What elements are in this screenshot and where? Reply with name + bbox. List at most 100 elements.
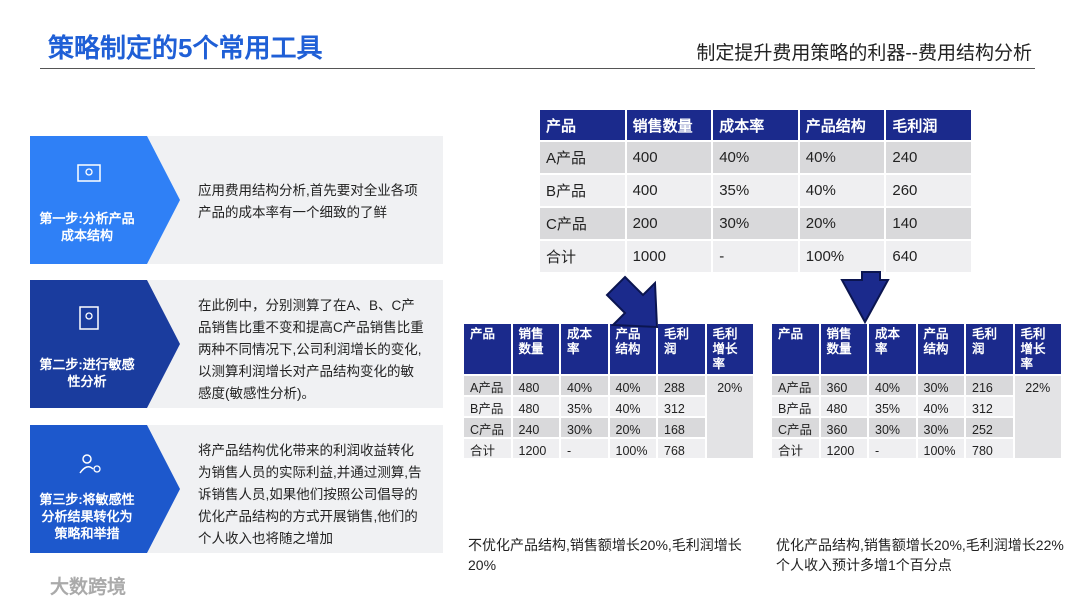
row: B产品 400 35% 40% 260: [538, 173, 973, 208]
row: 合计 1200-100% 768: [462, 437, 754, 460]
cell: 400: [624, 140, 714, 175]
row: 合计 1000-100% 640: [538, 239, 973, 274]
cell: -: [711, 239, 800, 274]
cell: 360: [818, 374, 869, 397]
cell: 40%: [559, 374, 610, 397]
cell: 360: [818, 416, 869, 439]
cell: 合计: [770, 437, 821, 460]
header-row: 产品 销售数量 成本率 产品结构 毛利润 毛利增长率: [462, 322, 755, 376]
row: B产品 480 35% 40% 312: [462, 395, 754, 418]
icon: [77, 164, 101, 182]
header-cell: 成本率: [559, 322, 610, 376]
cell: 100%: [797, 239, 887, 274]
cell: C产品: [538, 206, 627, 241]
title: 策略制定的5个常用工具: [48, 33, 323, 63]
cell: 合计: [538, 239, 627, 274]
header-cell: 产品: [462, 322, 513, 376]
cell: 20%: [607, 416, 658, 439]
cell: B产品: [770, 395, 821, 418]
cell: 40%: [867, 374, 918, 397]
cell: 216: [964, 374, 1015, 397]
table: 产品 销售数量 成本率 产品结构 毛利润 毛利增长率 A产品 360 40% 30% 216 22% B…: [770, 322, 1063, 460]
header-cell: 产品结构: [797, 108, 887, 142]
cell: A产品: [462, 374, 513, 397]
arrow-icon: [840, 271, 890, 325]
cell: 312: [656, 395, 707, 418]
subtitle: 制定提升费用策略的利器--费用结构分析: [696, 43, 1032, 64]
cell: 252: [964, 416, 1015, 439]
logo: 大数跨境: [50, 577, 127, 598]
cell: 30%: [915, 374, 966, 397]
cell: 40%: [797, 140, 887, 175]
cell: -: [559, 437, 610, 460]
table: 产品 销售数量 成本率 产品结构 毛利润 A产品 400 40% 40% 240 B产品 400 35%…: [538, 108, 973, 274]
step-text: 应用费用结构分析,首先要对全业各项产品的成本率有一个细致的了鲜: [198, 183, 418, 220]
cell: 400: [624, 173, 714, 208]
cell: 768: [656, 437, 707, 460]
divider: [40, 68, 1035, 69]
header-cell: 产品: [538, 108, 627, 142]
cell: 480: [510, 374, 561, 397]
header-row: 产品 销售数量 成本率 产品结构 毛利润 毛利增长率: [770, 322, 1063, 376]
cell: 35%: [559, 395, 610, 418]
cell: A产品: [770, 374, 821, 397]
header-cell: 销售数量: [624, 108, 714, 142]
merged-cell: 22%: [1012, 374, 1063, 460]
icon: [79, 306, 99, 330]
cell: A产品: [538, 140, 627, 175]
header-cell: 产品结构: [607, 322, 658, 376]
header-cell: 成本率: [867, 322, 918, 376]
cell: 480: [818, 395, 869, 418]
cell: 200: [624, 206, 714, 241]
header-cell: 毛利润: [884, 108, 973, 142]
cell: 35%: [867, 395, 918, 418]
cell: 30%: [915, 416, 966, 439]
cell: 1200: [818, 437, 869, 460]
cell: 100%: [607, 437, 658, 460]
cell: 780: [964, 437, 1015, 460]
cell: 1200: [510, 437, 561, 460]
cell: C产品: [462, 416, 513, 439]
cell: 312: [964, 395, 1015, 418]
cell: B产品: [538, 173, 627, 208]
cell: 480: [510, 395, 561, 418]
row: A产品 400 40% 40% 240: [538, 140, 973, 175]
cell: 1000: [624, 239, 714, 274]
step-label: 第三步:将敏感性分析结果转化为策略和举措: [39, 492, 135, 541]
cell: 100%: [915, 437, 966, 460]
step-label: 第二步:进行敏感性分析: [39, 357, 135, 389]
caption: 优化产品结构,销售额增长20%,毛利润增长22%个人收入预计多增1个百分点: [776, 537, 1064, 573]
cell: 40%: [915, 395, 966, 418]
header-cell: 毛利增长率: [704, 322, 755, 376]
header-cell: 销售数量: [818, 322, 869, 376]
table: 产品 销售数量 成本率 产品结构 毛利润 毛利增长率 A产品 480 40% 40% 288 20% B…: [462, 322, 755, 460]
cell: 260: [884, 173, 973, 208]
header-row: 产品 销售数量 成本率 产品结构 毛利润: [538, 108, 973, 142]
cell: 288: [656, 374, 707, 397]
icon: [79, 454, 101, 474]
cell: 40%: [711, 140, 800, 175]
row: B产品 480 35% 40% 312: [770, 395, 1062, 418]
cell: 140: [884, 206, 973, 241]
row: A产品 480 40% 40% 288 20%: [462, 374, 755, 460]
caption: 不优化产品结构,销售额增长20%,毛利润增长20%: [468, 537, 742, 573]
header-cell: 毛利增长率: [1012, 322, 1063, 376]
cell: 40%: [607, 374, 658, 397]
header-cell: 毛利润: [964, 322, 1015, 376]
step-badge: 第一步:分析产品成本结构: [30, 136, 180, 264]
merged-cell: 20%: [704, 374, 755, 460]
cell: 240: [884, 140, 973, 175]
cell: 20%: [797, 206, 887, 241]
cell: 168: [656, 416, 707, 439]
cell: 合计: [462, 437, 513, 460]
cell: 240: [510, 416, 561, 439]
cell: C产品: [770, 416, 821, 439]
cell: 640: [884, 239, 973, 274]
row: A产品 360 40% 30% 216 22%: [770, 374, 1063, 460]
header-cell: 销售数量: [510, 322, 561, 376]
header-cell: 产品: [770, 322, 821, 376]
cell: 40%: [607, 395, 658, 418]
step-label: 第一步:分析产品成本结构: [39, 211, 135, 243]
cell: 30%: [559, 416, 610, 439]
